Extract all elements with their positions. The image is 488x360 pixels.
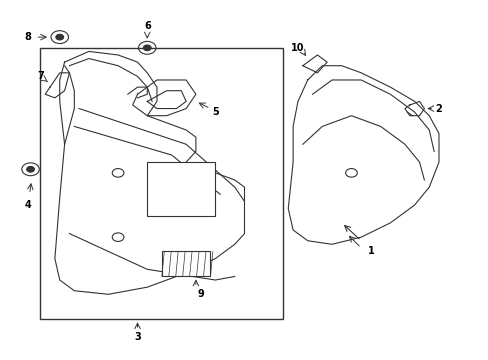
- Bar: [162, 251, 210, 276]
- Text: 5: 5: [211, 107, 218, 117]
- Text: 10: 10: [291, 43, 304, 53]
- Bar: [147, 162, 215, 216]
- Text: 1: 1: [367, 247, 373, 256]
- Text: 6: 6: [143, 21, 150, 31]
- Text: 7: 7: [37, 71, 43, 81]
- FancyBboxPatch shape: [40, 48, 283, 319]
- Text: 8: 8: [24, 32, 32, 42]
- Text: 4: 4: [25, 200, 31, 210]
- Circle shape: [56, 34, 63, 40]
- Circle shape: [143, 45, 151, 51]
- Text: 9: 9: [197, 289, 203, 299]
- Circle shape: [27, 166, 34, 172]
- Text: 2: 2: [435, 104, 442, 113]
- Text: 3: 3: [134, 332, 141, 342]
